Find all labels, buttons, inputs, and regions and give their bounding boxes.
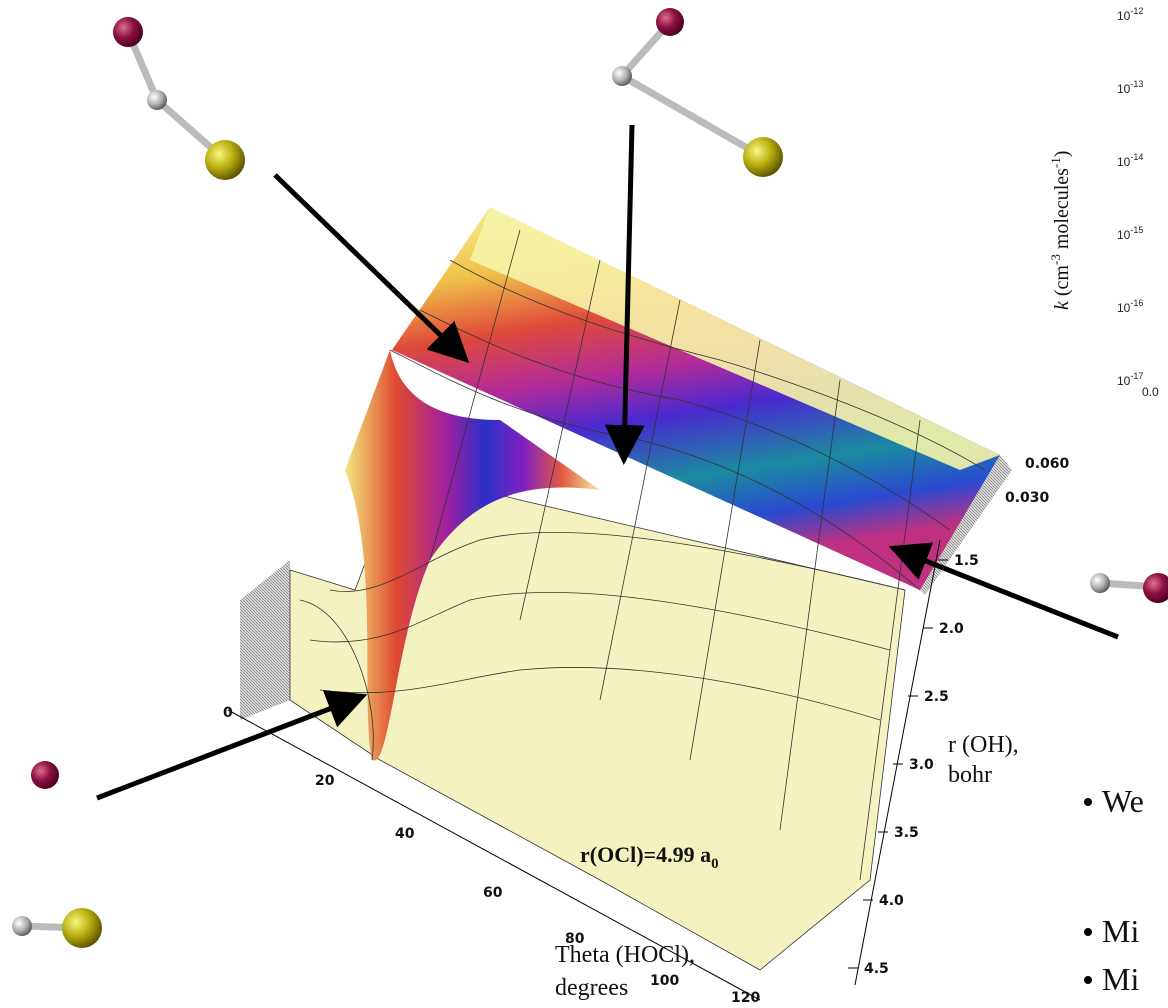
back-slope (392, 207, 1000, 590)
y-tick-label: 10-14 (1117, 152, 1143, 169)
r-tick-label: 2.5 (924, 689, 949, 705)
valley (345, 350, 600, 761)
r-tick-label: 2.0 (939, 621, 964, 637)
r-axis-label: r (OH), (948, 732, 1019, 758)
bullet-text: We (1102, 783, 1144, 819)
y-tick-base: 10 (1117, 82, 1131, 96)
y-label-part: ) (1051, 151, 1073, 158)
y-label-part: -3 (1048, 254, 1063, 265)
annotation: r(OCl)=4.99 a0 (580, 842, 719, 872)
y-tick-label: 10-13 (1117, 79, 1143, 96)
y-axis-label: k (cm-3 molecules-1) (1048, 151, 1073, 310)
theta-tick-label: 120 (731, 990, 760, 1006)
y-tick-base: 10 (1117, 155, 1131, 169)
y-tick-exp: -14 (1130, 152, 1143, 162)
theta-axis-line (227, 709, 761, 1001)
y-tick-label: 10-12 (1117, 6, 1143, 23)
bullet-text: Mi (1102, 913, 1139, 949)
annotation-subscript: 0 (711, 856, 719, 872)
r-axis-label: bohr (948, 762, 992, 788)
z-tick-label: 0.060 (1025, 456, 1070, 472)
y-label-part: -1 (1048, 157, 1063, 168)
r-tick-label: 3.5 (894, 825, 919, 841)
y-tick-base: 10 (1117, 9, 1131, 23)
theta-axis-label: degrees (555, 975, 628, 1001)
left-wall (240, 560, 290, 720)
bullet-text: Mi (1102, 961, 1139, 997)
z-tick-label: 0.030 (1005, 490, 1050, 506)
y-tick-base: 10 (1117, 228, 1131, 242)
molecules (12, 8, 1168, 948)
y-label-part: (cm (1051, 265, 1073, 302)
r-tick-label: 3.0 (909, 757, 934, 773)
y-tick-exp: -17 (1130, 371, 1143, 381)
annotation-text: r(OCl)=4.99 a (580, 842, 711, 867)
theta-tick-label: 60 (483, 885, 503, 901)
y-tick-exp: -15 (1130, 225, 1143, 235)
surface-plot (227, 207, 1012, 1001)
r-tick-label: 4.0 (879, 893, 904, 909)
r-axis-line (854, 539, 941, 986)
y-tick-label: 10-16 (1117, 298, 1143, 315)
arrows (96, 124, 1119, 801)
y-tick-label: 10-17 (1117, 371, 1143, 388)
surface-grid (299, 229, 986, 881)
theta-tick-label: 0 (223, 705, 233, 721)
y-tick-exp: -16 (1130, 298, 1143, 308)
theta-tick-label: 80 (565, 931, 585, 947)
y-label-part: molecules (1051, 168, 1073, 254)
y-tick-exp: -12 (1130, 6, 1143, 16)
y-tick-base: 10 (1117, 301, 1131, 315)
y-tick-label: 10-15 (1117, 225, 1143, 242)
r-tick-label: 1.5 (954, 553, 979, 569)
theta-tick-label: 40 (395, 826, 415, 842)
x-tick-label: 0.0 (1142, 385, 1159, 399)
y-tick-exp: -13 (1130, 79, 1143, 89)
y-label-part: k (1051, 300, 1073, 310)
bullet-dot (1084, 798, 1092, 806)
y-tick-base: 10 (1117, 374, 1131, 388)
back-top (470, 207, 1000, 470)
r-tick-label: 4.5 (864, 961, 889, 977)
theta-tick-label: 20 (315, 773, 335, 789)
theta-axis-label: Theta (HOCl), (555, 942, 695, 968)
bullet-dot (1084, 976, 1092, 984)
theta-tick-label: 100 (650, 973, 679, 989)
bullet-dot (1084, 928, 1092, 936)
